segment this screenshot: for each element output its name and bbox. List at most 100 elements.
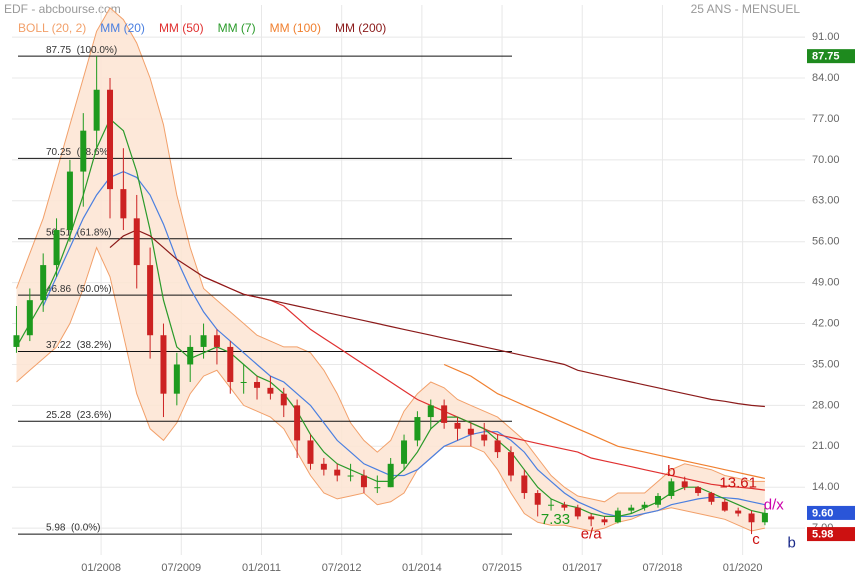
x-tick-label: 01/2020 (723, 562, 763, 574)
candle-body (454, 422, 461, 429)
candle-body (695, 487, 702, 494)
level-label: 5.98 (0.0%) (46, 523, 100, 534)
candle-body (467, 428, 474, 435)
candle-body (360, 475, 367, 488)
candle-body (654, 495, 661, 505)
candle-body (294, 405, 301, 441)
candle-body (614, 510, 621, 523)
x-tick-label: 07/2009 (161, 562, 201, 574)
x-tick-label: 01/2008 (81, 562, 121, 574)
y-tick-label: 56.00 (812, 236, 840, 248)
candle-body (334, 469, 341, 476)
annotation: 7.33 (541, 511, 570, 528)
candle-body (133, 218, 140, 266)
x-tick-label: 07/2015 (482, 562, 522, 574)
candle-body (761, 512, 768, 523)
annotation: b (667, 463, 675, 480)
price-tag-label: 9.60 (812, 507, 833, 519)
bollinger-lower (16, 246, 766, 532)
candle-body (147, 265, 154, 336)
legend-entry: BOLL (20, 2) (18, 21, 86, 35)
candle-body (254, 381, 261, 388)
y-tick-label: 28.00 (812, 399, 840, 411)
annotation: e/a (581, 526, 603, 543)
candle-body (347, 475, 354, 477)
candle-body (93, 89, 100, 131)
candle-body (588, 516, 595, 520)
level-label: 25.28 (23.6%) (46, 410, 112, 421)
level-label: 37.22 (38.2%) (46, 340, 112, 351)
candle-body (53, 230, 60, 266)
candle-body (481, 434, 488, 441)
moving-average (109, 229, 765, 408)
annotation: 13.61 (719, 475, 757, 492)
candle-body (681, 481, 688, 488)
price-tag-label: 87.75 (812, 51, 840, 63)
candle-body (240, 381, 247, 383)
y-tick-label: 14.00 (812, 481, 840, 493)
x-tick-label: 01/2014 (402, 562, 442, 574)
candle-body (708, 493, 715, 502)
moving-average (42, 170, 766, 517)
legend-entry: MM (50) (159, 21, 204, 35)
candle-body (307, 440, 314, 464)
y-tick-label: 77.00 (812, 113, 840, 125)
candle-body (401, 440, 408, 464)
candle-body (80, 130, 87, 172)
y-tick-label: 63.00 (812, 195, 840, 207)
level-label: 87.75 (100.0%) (46, 45, 117, 56)
annotation: c (752, 531, 760, 548)
y-tick-label: 35.00 (812, 358, 840, 370)
candle-body (120, 189, 127, 219)
candle-body (721, 501, 728, 511)
chart-title: EDF - abcbourse.com (4, 2, 121, 16)
x-tick-label: 07/2018 (643, 562, 683, 574)
candle-body (107, 89, 114, 190)
candle-body (735, 510, 742, 514)
y-tick-label: 21.00 (812, 440, 840, 452)
candle-body (160, 335, 167, 394)
candle-body (213, 335, 220, 347)
candle-body (494, 440, 501, 453)
price-tag (807, 505, 855, 520)
legend-entry: MM (20) (100, 21, 145, 35)
candle-body (427, 405, 434, 418)
x-tick-label: 01/2017 (562, 562, 602, 574)
level-label: 70.25 (78.6%) (46, 147, 112, 158)
candle-body (227, 346, 234, 382)
legend-entry: MM (7) (218, 21, 256, 35)
candle-body (173, 364, 180, 394)
candle-body (561, 504, 568, 508)
candle-body (668, 481, 675, 496)
candle-body (320, 463, 327, 470)
y-tick-label: 84.00 (812, 72, 840, 84)
candle-body (200, 335, 207, 347)
bollinger-fill (16, 7, 765, 531)
candle-body (507, 452, 514, 476)
annotation: d/x (764, 496, 785, 513)
candle-body (601, 519, 608, 523)
price-tag (807, 527, 855, 542)
price-tag (807, 49, 855, 64)
candle-body (548, 504, 555, 506)
y-tick-label: 42.00 (812, 317, 840, 329)
candle-body (280, 393, 287, 406)
chart-subtitle: 25 ANS - MENSUEL (691, 2, 801, 16)
candle-body (748, 513, 755, 523)
candle-body (628, 507, 635, 511)
candle-body (441, 405, 448, 423)
candle-body (641, 504, 648, 508)
candle-body (521, 475, 528, 494)
legend-entry: MM (100) (270, 21, 321, 35)
candle-body (40, 265, 47, 301)
candle-body (26, 300, 33, 336)
level-label: 56.51 (61.8%) (46, 227, 112, 238)
candle-body (374, 487, 381, 489)
moving-average (443, 363, 766, 479)
x-tick-label: 07/2012 (322, 562, 362, 574)
y-tick-label: 91.00 (812, 31, 840, 43)
candle-body (534, 493, 541, 505)
candle-body (414, 417, 421, 441)
candle-body (13, 335, 20, 347)
